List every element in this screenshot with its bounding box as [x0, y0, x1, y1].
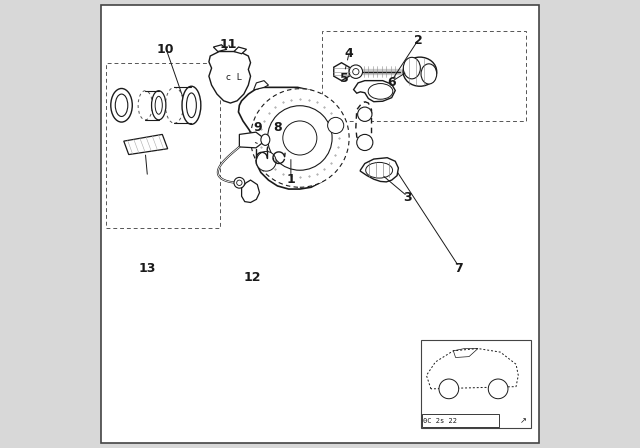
Polygon shape: [213, 45, 227, 52]
Ellipse shape: [261, 134, 270, 145]
Polygon shape: [356, 102, 371, 143]
Circle shape: [251, 89, 349, 187]
Text: 12: 12: [244, 271, 262, 284]
Circle shape: [328, 117, 344, 134]
Circle shape: [234, 177, 244, 188]
Text: ↗: ↗: [520, 416, 527, 425]
Ellipse shape: [152, 90, 166, 120]
Ellipse shape: [182, 86, 201, 125]
Polygon shape: [209, 52, 251, 103]
Circle shape: [356, 134, 373, 151]
Bar: [421, 340, 531, 428]
Polygon shape: [353, 81, 396, 102]
Circle shape: [358, 107, 372, 121]
Text: c  L: c L: [226, 73, 241, 82]
Polygon shape: [234, 47, 246, 54]
Ellipse shape: [155, 96, 163, 114]
Ellipse shape: [115, 94, 128, 116]
Text: 6: 6: [387, 76, 396, 90]
Circle shape: [257, 151, 276, 171]
Ellipse shape: [365, 163, 392, 178]
Text: 0C 2s 22: 0C 2s 22: [424, 418, 458, 424]
Circle shape: [353, 69, 359, 75]
Polygon shape: [333, 63, 349, 81]
Bar: [422, 414, 499, 427]
Text: 11: 11: [220, 38, 237, 52]
Circle shape: [439, 379, 459, 399]
Ellipse shape: [111, 89, 132, 122]
Text: 1: 1: [287, 172, 295, 186]
Text: 2: 2: [414, 34, 423, 47]
Ellipse shape: [186, 93, 196, 117]
Circle shape: [349, 65, 363, 78]
Text: 4: 4: [345, 47, 353, 60]
Polygon shape: [212, 53, 248, 97]
Bar: [323, 31, 526, 121]
Polygon shape: [124, 134, 168, 155]
Ellipse shape: [166, 87, 184, 123]
Polygon shape: [253, 81, 269, 90]
Ellipse shape: [368, 84, 393, 99]
Text: 3: 3: [403, 190, 412, 204]
Circle shape: [283, 121, 317, 155]
Text: 7: 7: [454, 262, 463, 276]
Ellipse shape: [138, 90, 152, 120]
Polygon shape: [239, 87, 342, 189]
Circle shape: [237, 180, 242, 185]
Ellipse shape: [403, 57, 436, 86]
Ellipse shape: [421, 64, 436, 84]
Text: 5: 5: [340, 72, 349, 85]
Polygon shape: [360, 158, 398, 182]
Text: 13: 13: [139, 262, 156, 276]
Text: 8: 8: [273, 121, 282, 134]
Polygon shape: [239, 132, 262, 148]
Ellipse shape: [403, 57, 420, 79]
Text: 9: 9: [253, 121, 262, 134]
Polygon shape: [242, 180, 260, 202]
Text: 10: 10: [157, 43, 174, 56]
Bar: [106, 63, 220, 228]
Circle shape: [268, 106, 332, 170]
Circle shape: [488, 379, 508, 399]
